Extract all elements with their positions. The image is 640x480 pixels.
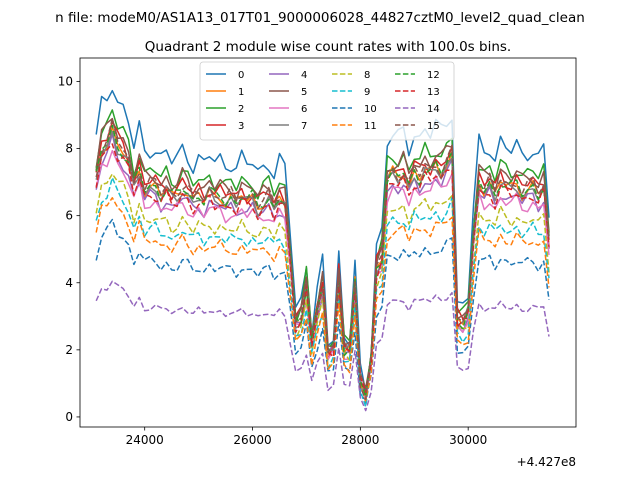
y-tick-label: 10 xyxy=(58,74,73,88)
y-tick-label: 0 xyxy=(65,410,73,424)
series-line-10 xyxy=(95,218,550,401)
legend-label-8: 8 xyxy=(364,70,370,81)
legend-label-13: 13 xyxy=(427,87,440,98)
x-offset-label: +4.427e8 xyxy=(517,455,576,469)
x-tick-label: 28000 xyxy=(341,433,379,447)
legend-label-10: 10 xyxy=(364,104,377,115)
legend-label-0: 0 xyxy=(238,70,244,81)
legend-label-7: 7 xyxy=(301,121,307,132)
legend-label-1: 1 xyxy=(238,87,244,98)
legend-label-14: 14 xyxy=(427,104,440,115)
legend-label-4: 4 xyxy=(301,70,307,81)
chart-title: Quadrant 2 module wise count rates with … xyxy=(145,39,511,55)
series-line-11 xyxy=(95,197,550,402)
y-tick-label: 4 xyxy=(65,276,73,290)
series-line-2 xyxy=(95,109,550,395)
y-tick-label: 2 xyxy=(65,343,73,357)
legend-label-15: 15 xyxy=(427,121,440,132)
legend-label-6: 6 xyxy=(301,104,307,115)
suptitle: n file: modeM0/AS1A13_017T01_9000006028_… xyxy=(55,10,585,26)
y-tick-label: 8 xyxy=(65,142,73,156)
plot-frame xyxy=(79,57,577,428)
x-tick-label: 30000 xyxy=(449,433,487,447)
x-tick-label: 24000 xyxy=(126,433,164,447)
series-line-0 xyxy=(95,89,550,394)
series-line-13 xyxy=(95,143,550,393)
legend-label-9: 9 xyxy=(364,87,370,98)
legend-label-3: 3 xyxy=(238,121,244,132)
y-tick-label: 6 xyxy=(65,209,73,223)
series-line-8 xyxy=(95,173,550,402)
legend-label-5: 5 xyxy=(301,87,307,98)
x-tick-label: 26000 xyxy=(233,433,271,447)
legend-label-2: 2 xyxy=(238,104,244,115)
series-line-14 xyxy=(95,280,550,412)
series-line-15 xyxy=(95,117,550,400)
legend-label-11: 11 xyxy=(364,121,377,132)
legend-label-12: 12 xyxy=(427,70,440,81)
